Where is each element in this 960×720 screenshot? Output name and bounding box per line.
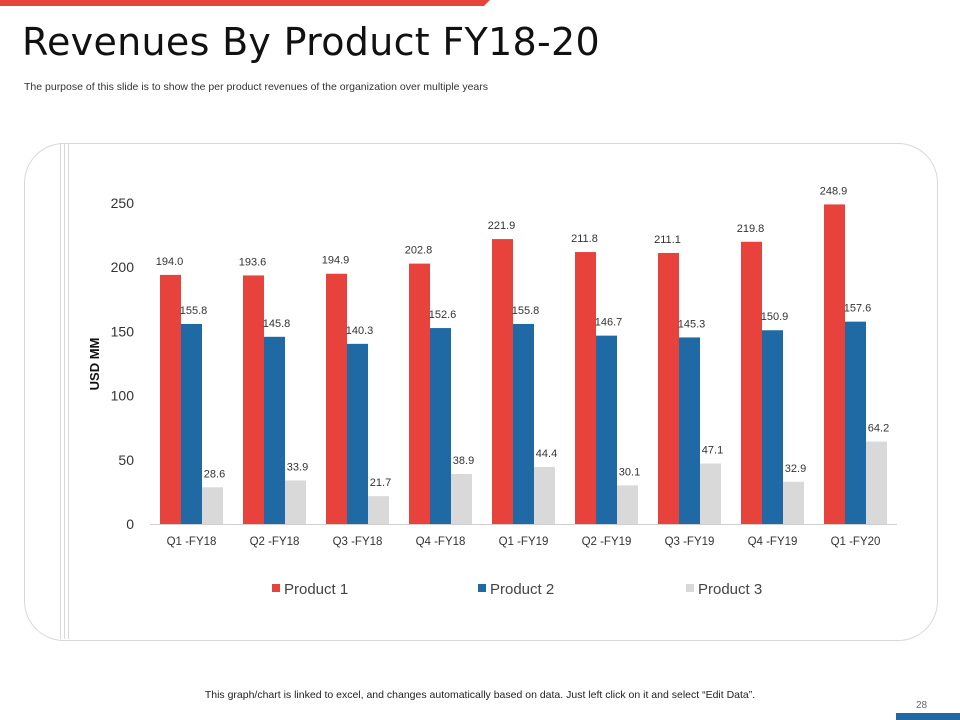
bar: [866, 441, 887, 524]
bar: [658, 252, 679, 524]
data-label: 152.6: [429, 309, 457, 321]
legend-swatch: [686, 584, 694, 592]
bar: [824, 204, 845, 524]
page-number: 28: [916, 700, 928, 711]
data-label: 32.9: [785, 463, 806, 475]
data-label: 193.6: [239, 256, 267, 268]
data-label: 140.3: [346, 325, 374, 337]
data-label: 47.1: [702, 445, 723, 457]
x-tick-label: Q3 -FY18: [333, 536, 383, 548]
y-axis-label: USD MM: [87, 338, 102, 391]
page-number-bar: [896, 713, 960, 720]
data-label: 248.9: [820, 185, 848, 197]
data-label: 155.8: [512, 305, 540, 317]
page-title: Revenues By Product FY18-20: [22, 20, 600, 64]
data-label: 30.1: [619, 466, 640, 478]
data-label: 155.8: [180, 305, 208, 317]
bar: [700, 463, 721, 524]
data-label: 211.8: [571, 233, 598, 245]
bar: [741, 241, 762, 524]
data-label: 221.9: [488, 220, 516, 232]
legend-swatch: [272, 584, 280, 592]
bar: [430, 328, 451, 524]
bar: [202, 487, 223, 524]
y-tick-label: 100: [111, 388, 135, 404]
data-label: 194.9: [322, 255, 350, 267]
data-label: 21.7: [370, 477, 391, 489]
bar: [762, 330, 783, 524]
data-label: 219.8: [737, 223, 765, 235]
bar: [534, 466, 555, 524]
x-tick-label: Q4 -FY19: [748, 536, 798, 548]
x-tick-label: Q2 -FY19: [582, 536, 632, 548]
data-label: 64.2: [868, 423, 889, 435]
legend-label: Product 2: [490, 581, 554, 598]
bar: [492, 239, 513, 525]
x-tick-label: Q4 -FY18: [416, 536, 466, 548]
y-tick-label: 250: [111, 195, 135, 211]
legend-label: Product 1: [284, 581, 348, 598]
bar: [409, 263, 430, 524]
bar: [181, 323, 202, 524]
bar: [783, 481, 804, 524]
bar: [451, 474, 472, 524]
bar: [264, 336, 285, 524]
bar: [513, 323, 534, 524]
y-tick-label: 200: [111, 259, 135, 275]
y-tick-label: 0: [126, 516, 134, 532]
data-label: 211.1: [654, 234, 681, 246]
frame-decoration: [60, 143, 74, 639]
x-tick-label: Q2 -FY18: [250, 536, 300, 548]
bar: [845, 321, 866, 524]
top-accent-bar: [0, 0, 490, 6]
data-label: 194.0: [156, 256, 184, 268]
bar: [596, 335, 617, 524]
bar: [575, 252, 596, 524]
x-tick-label: Q1 -FY18: [167, 536, 217, 548]
bar: [617, 485, 638, 524]
bar: [326, 273, 347, 524]
data-label: 44.4: [536, 448, 557, 460]
page-subtitle: The purpose of this slide is to show the…: [24, 81, 489, 93]
x-tick-label: Q1 -FY20: [831, 536, 881, 548]
data-label: 38.9: [453, 455, 474, 467]
bar: [347, 343, 368, 524]
bar: [285, 480, 306, 524]
footer-note: This graph/chart is linked to excel, and…: [204, 689, 756, 701]
data-label: 202.8: [405, 245, 433, 257]
data-label: 146.7: [595, 317, 623, 329]
y-tick-label: 50: [118, 452, 134, 468]
bar: [160, 274, 181, 524]
data-label: 150.9: [761, 311, 789, 323]
data-label: 145.3: [678, 318, 706, 330]
data-label: 28.6: [204, 468, 225, 480]
bar: [679, 337, 700, 524]
bar: [243, 275, 264, 524]
data-label: 145.8: [263, 318, 291, 330]
data-label: 157.6: [844, 303, 872, 315]
data-label: 33.9: [287, 461, 308, 473]
legend-swatch: [478, 584, 486, 592]
x-tick-label: Q1 -FY19: [499, 536, 549, 548]
legend-label: Product 3: [698, 581, 762, 598]
y-tick-label: 150: [111, 323, 135, 339]
bar: [368, 496, 389, 524]
x-tick-label: Q3 -FY19: [665, 536, 715, 548]
